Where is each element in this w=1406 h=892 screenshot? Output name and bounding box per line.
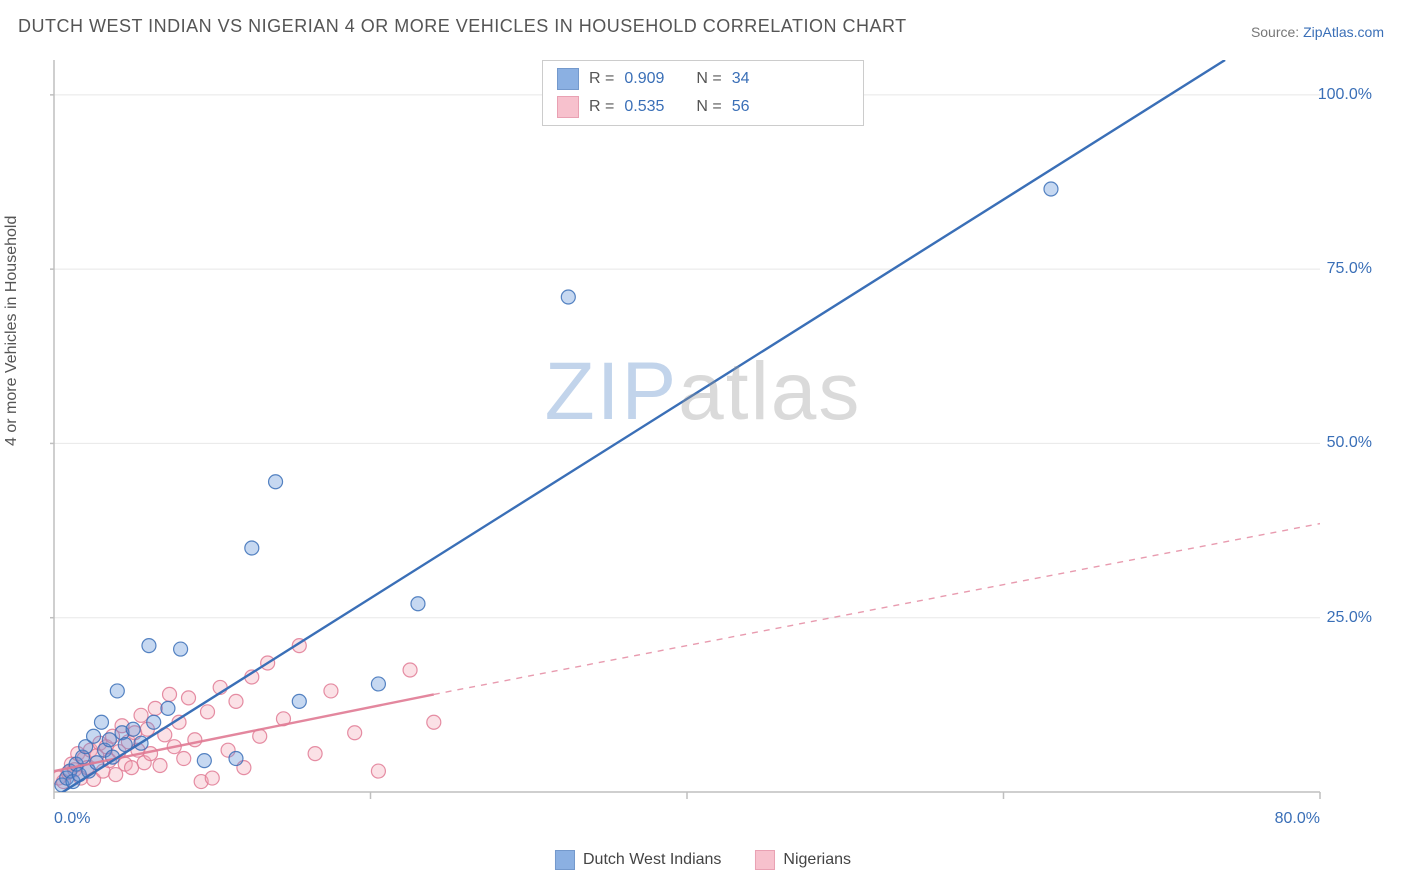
legend-item-dutch: Dutch West Indians <box>555 850 721 870</box>
n-value-dutch: 34 <box>732 70 750 88</box>
r-value-nigerian: 0.535 <box>624 98 664 116</box>
chart-title: DUTCH WEST INDIAN VS NIGERIAN 4 OR MORE … <box>18 16 907 37</box>
y-tick-label: 75.0% <box>1327 260 1372 278</box>
source-label: Source: <box>1251 24 1303 40</box>
source-link[interactable]: ZipAtlas.com <box>1303 24 1384 40</box>
y-tick-label: 25.0% <box>1327 609 1372 627</box>
legend-label-dutch: Dutch West Indians <box>583 851 721 869</box>
source-attribution: Source: ZipAtlas.com <box>1251 24 1384 40</box>
n-label: N = <box>696 70 721 88</box>
series-legend: Dutch West Indians Nigerians <box>555 850 851 870</box>
y-axis-label: 4 or more Vehicles in Household <box>3 216 21 446</box>
r-label: R = <box>589 70 614 88</box>
n-value-nigerian: 56 <box>732 98 750 116</box>
r-label: R = <box>589 98 614 116</box>
legend-swatch-dutch-b <box>555 850 575 870</box>
legend-swatch-dutch <box>557 68 579 90</box>
legend-item-nigerian: Nigerians <box>755 850 851 870</box>
legend-swatch-nigerian <box>557 96 579 118</box>
x-tick-label: 80.0% <box>1275 810 1320 828</box>
correlation-legend: R = 0.909 N = 34 R = 0.535 N = 56 <box>542 60 864 126</box>
legend-label-nigerian: Nigerians <box>783 851 851 869</box>
chart-plot-area: 25.0% 50.0% 75.0% 100.0% 0.0% 80.0% <box>50 56 1380 826</box>
y-tick-label: 100.0% <box>1318 86 1372 104</box>
n-label: N = <box>696 98 721 116</box>
legend-row-dutch: R = 0.909 N = 34 <box>543 65 863 93</box>
x-tick-label: 0.0% <box>54 810 90 828</box>
y-tick-label: 50.0% <box>1327 434 1372 452</box>
legend-swatch-nigerian-b <box>755 850 775 870</box>
chart-svg <box>50 56 1380 826</box>
legend-row-nigerian: R = 0.535 N = 56 <box>543 93 863 121</box>
r-value-dutch: 0.909 <box>624 70 664 88</box>
